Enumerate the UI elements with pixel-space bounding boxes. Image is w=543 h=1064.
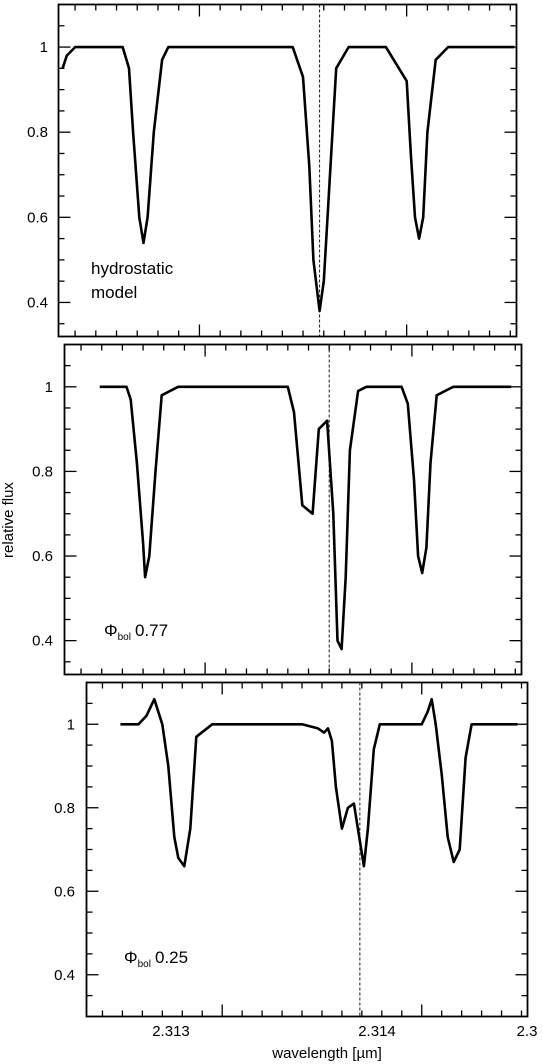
panel-1: 1 0.8 0.6 0.4 hydrostatic model: [27, 3, 518, 338]
panel-3-frame: [85, 681, 529, 1018]
panel-3-annotation: Φbol 0.25: [124, 948, 188, 970]
panel-3-y-tick-labels: 1 0.8 0.6 0.4: [54, 716, 75, 984]
y-tick-label: 0.6: [27, 209, 48, 226]
panel-2: 1 0.8 0.6 0.4 Φbol 0.77: [32, 343, 523, 676]
x-tick-label-1: 2.313: [152, 1023, 190, 1040]
panel-2-series-line: [99, 385, 512, 651]
panel-3-annotation-value: 0.25: [155, 948, 188, 967]
panel-2-annotation-value: 0.77: [135, 621, 168, 640]
y-tick-label: 1: [67, 716, 75, 733]
y-axis-label: relative flux: [0, 482, 17, 558]
panel-2-annotation-sub: bol: [118, 632, 131, 643]
x-axis-label: wavelength [µm]: [271, 1045, 382, 1062]
panel-3: 1 0.8 0.6 0.4 Φbol 0.25: [54, 681, 529, 1018]
panel-2-ticks: [64, 344, 522, 675]
x-tick-label-2: 2.314: [358, 1023, 396, 1040]
y-tick-label: 0.6: [32, 548, 53, 565]
panel-3-ticks: [86, 682, 528, 1017]
panel-2-annotation: Φbol 0.77: [104, 621, 168, 643]
y-tick-label: 0.8: [27, 124, 48, 141]
panel-1-annotation-line-2: model: [91, 283, 137, 302]
panel-1-y-tick-labels: 1 0.8 0.6 0.4: [27, 39, 48, 311]
panel-3-series-line: [120, 697, 518, 868]
panel-1-annotation-line-1: hydrostatic: [91, 259, 174, 278]
panel-2-y-tick-labels: 1 0.8 0.6 0.4: [32, 379, 53, 650]
panel-1-series-line: [61, 45, 515, 313]
panel-1-ticks: [58, 4, 517, 337]
y-tick-label: 0.4: [27, 294, 48, 311]
phi-symbol: Φ: [124, 948, 138, 967]
y-tick-label: 1: [45, 379, 53, 396]
y-tick-label: 0.6: [54, 883, 75, 900]
y-tick-label: 0.8: [54, 800, 75, 817]
panel-3-annotation-sub: bol: [138, 959, 151, 970]
phi-symbol: Φ: [104, 621, 118, 640]
y-tick-label: 0.4: [54, 967, 75, 984]
x-tick-label-3: 2.3: [517, 1023, 538, 1040]
y-tick-label: 0.4: [32, 633, 53, 650]
y-tick-label: 0.8: [32, 463, 53, 480]
panel-2-frame: [63, 343, 523, 676]
y-tick-label: 1: [40, 39, 48, 56]
panel-1-frame: [57, 3, 518, 338]
